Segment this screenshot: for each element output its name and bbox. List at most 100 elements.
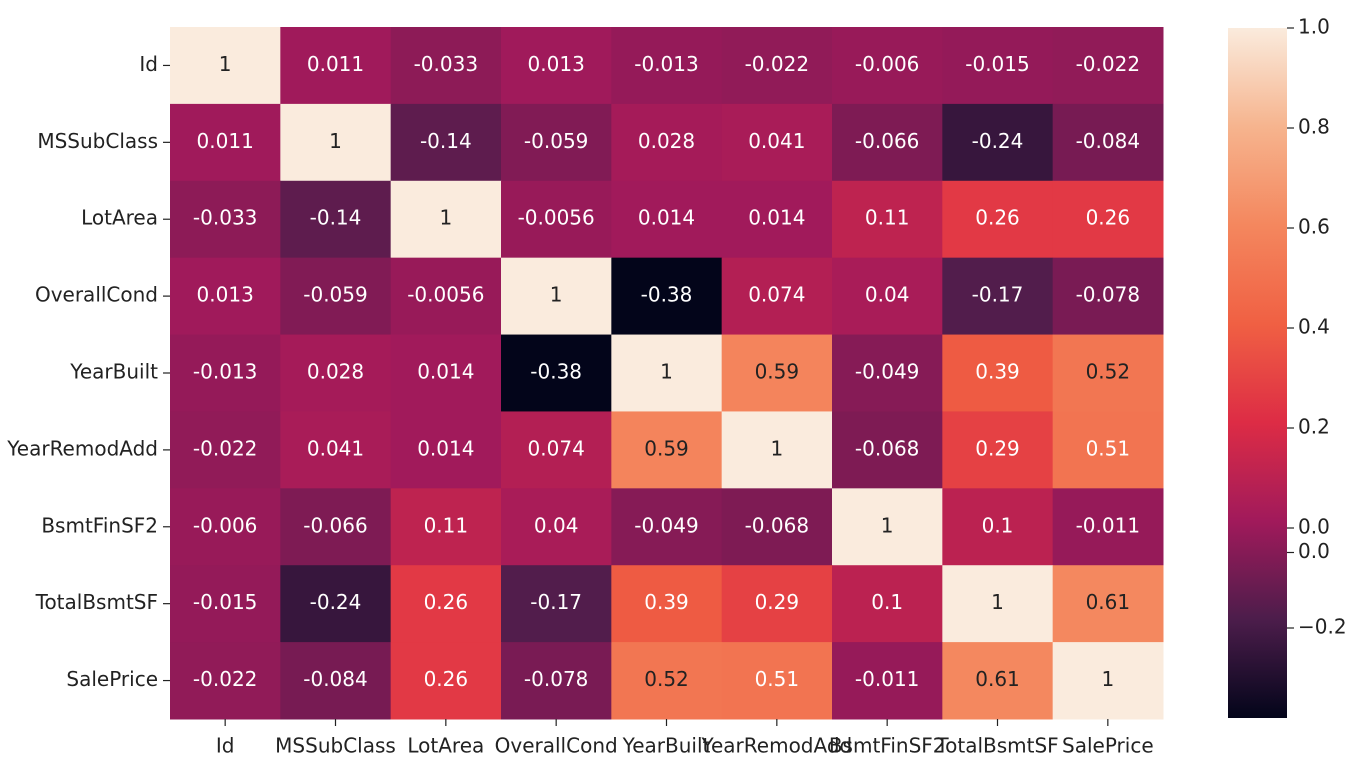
- cell: [1052, 334, 1164, 412]
- y-tick-label: OverallCond: [35, 283, 158, 307]
- x-tick-label: Id: [216, 734, 235, 758]
- cell-label: -0.078: [524, 667, 588, 691]
- cell: [170, 103, 281, 182]
- cell: [1052, 411, 1164, 489]
- cell-label: -0.084: [1076, 129, 1140, 153]
- cell-label: 0.014: [417, 360, 474, 384]
- cell: [832, 27, 943, 105]
- cell-label: -0.059: [303, 283, 367, 307]
- cell-label: -0.022: [745, 52, 809, 76]
- cell-label: -0.049: [634, 513, 698, 537]
- cell-label: 0.51: [755, 667, 800, 691]
- colorbar-tick-label: 0.2: [1298, 415, 1330, 439]
- cell: [721, 642, 833, 720]
- cell: [721, 103, 833, 182]
- cell-label: 0.59: [755, 360, 800, 384]
- cell: [611, 565, 723, 643]
- cell-label: -0.17: [972, 283, 1024, 307]
- y-tick-label: BsmtFinSF2: [41, 513, 158, 537]
- cell-label: 0.11: [865, 206, 910, 230]
- x-tick-label: SalePrice: [1062, 734, 1154, 758]
- cell-label: -0.14: [310, 206, 362, 230]
- cell: [390, 565, 502, 643]
- cell: [611, 27, 723, 105]
- colorbar-tick-label: 0.8: [1298, 115, 1330, 139]
- cell-label: 0.26: [1086, 206, 1131, 230]
- cell-label: -0.015: [193, 590, 257, 614]
- cell: [280, 411, 392, 489]
- cell-label: -0.033: [414, 52, 478, 76]
- cell: [942, 488, 1054, 566]
- cell: [501, 642, 612, 720]
- cell: [611, 488, 723, 566]
- cell-label: 0.26: [975, 206, 1020, 230]
- x-tick-label: TotalBsmtSF: [935, 734, 1058, 758]
- cell-label: 0.028: [638, 129, 695, 153]
- cell-label: 0.074: [528, 436, 585, 460]
- cell-label: 0.26: [424, 590, 469, 614]
- cell: [1052, 642, 1164, 720]
- x-tick-label: YearRemodAdd: [700, 734, 852, 758]
- cell: [1052, 565, 1164, 643]
- cell: [942, 565, 1054, 643]
- cell-label: 0.1: [871, 590, 903, 614]
- cell: [390, 488, 502, 566]
- cell-label: 0.014: [638, 206, 695, 230]
- cell-label: 0.11: [424, 513, 469, 537]
- cell: [170, 257, 281, 336]
- cell-label: -0.033: [193, 206, 257, 230]
- cell-label: 0.011: [307, 52, 364, 76]
- cell: [170, 565, 281, 643]
- cell-label: -0.013: [193, 360, 257, 384]
- cell-label: -0.022: [193, 667, 257, 691]
- cell: [832, 257, 943, 336]
- cell: [832, 103, 943, 182]
- cell-label: 0.59: [644, 436, 689, 460]
- cell: [501, 180, 612, 259]
- cell: [942, 27, 1054, 105]
- cell-label: -0.068: [745, 513, 809, 537]
- cell-label: 0.04: [534, 513, 579, 537]
- cell-label: -0.059: [524, 129, 588, 153]
- cell: [501, 565, 612, 643]
- cell: [1052, 488, 1164, 566]
- cell-label: 0.39: [644, 590, 689, 614]
- cell-label: -0.38: [530, 360, 582, 384]
- cell-label: 1: [660, 360, 673, 384]
- cell: [501, 257, 612, 336]
- cell: [1052, 257, 1164, 336]
- cell-label: 0.013: [528, 52, 585, 76]
- cell-label: 0.61: [1086, 590, 1131, 614]
- cell: [170, 488, 281, 566]
- y-tick-label: YearBuilt: [69, 360, 158, 384]
- cell-label: -0.24: [972, 129, 1024, 153]
- cell-label: 0.074: [748, 283, 805, 307]
- colorbar-tick-label: 0.4: [1298, 315, 1330, 339]
- cell-label: 0.26: [424, 667, 469, 691]
- colorbar-tick-label: −0.2: [1298, 615, 1347, 639]
- cell: [280, 180, 392, 259]
- cell: [280, 642, 392, 720]
- cell: [942, 411, 1054, 489]
- cell-label: -0.084: [303, 667, 367, 691]
- y-tick-label: LotArea: [81, 206, 158, 230]
- y-tick-label: MSSubClass: [37, 129, 158, 153]
- cell: [1052, 180, 1164, 259]
- cell-label: 0.04: [865, 283, 910, 307]
- cell: [280, 103, 392, 182]
- y-tick-label: Id: [139, 52, 158, 76]
- cell: [170, 334, 281, 412]
- cell-label: 0.041: [748, 129, 805, 153]
- cell: [390, 27, 502, 105]
- cell: [832, 334, 943, 412]
- x-tick-label: YearBuilt: [622, 734, 711, 758]
- cell-label: -0.066: [855, 129, 919, 153]
- cell-label: -0.0056: [518, 206, 595, 230]
- cell-label: -0.022: [1076, 52, 1140, 76]
- cell-label: -0.078: [1076, 283, 1140, 307]
- cell: [942, 180, 1054, 259]
- cell: [611, 180, 723, 259]
- cell-label: -0.38: [641, 283, 693, 307]
- cell: [721, 565, 833, 643]
